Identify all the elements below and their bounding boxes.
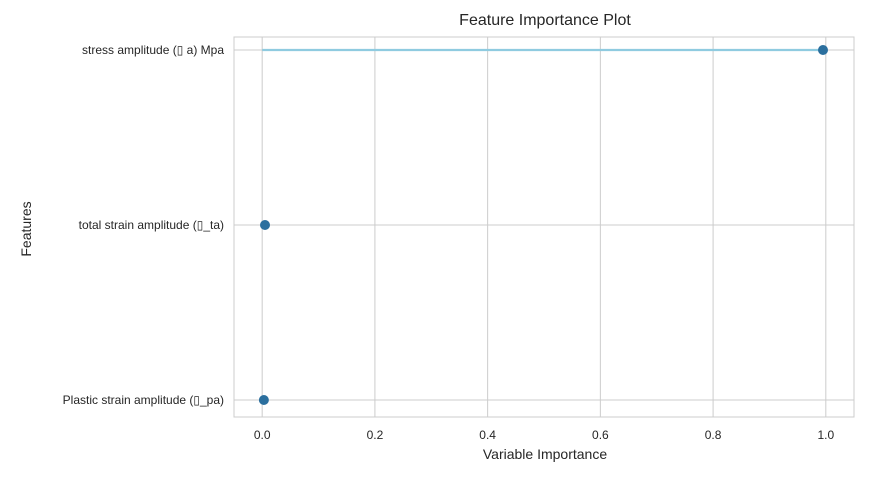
- y-tick-label: total strain amplitude (▯_ta): [79, 218, 224, 232]
- x-tick-label: 0.4: [479, 428, 496, 442]
- y-axis-label: Features: [18, 201, 34, 256]
- importance-point: [818, 45, 828, 55]
- x-tick-labels: 0.0 0.2 0.4 0.6 0.8 1.0: [254, 428, 835, 442]
- y-tick-label: Plastic strain amplitude (▯_pa): [63, 393, 224, 407]
- x-tick-label: 0.6: [592, 428, 609, 442]
- importance-point: [258, 395, 269, 405]
- grid-lines: [234, 37, 854, 417]
- chart-title: Feature Importance Plot: [459, 12, 631, 29]
- x-axis-label: Variable Importance: [483, 446, 607, 462]
- importance-point: [260, 220, 270, 230]
- plot-frame: [233, 36, 855, 418]
- y-tick-labels: stress amplitude (▯ a) Mpa total strain a…: [63, 43, 225, 407]
- x-tick-label: 1.0: [817, 428, 834, 442]
- x-tick-label: 0.8: [705, 428, 722, 442]
- importance-points: [258, 45, 828, 405]
- y-tick-label: stress amplitude (▯ a) Mpa: [82, 43, 224, 57]
- x-tick-label: 0.2: [367, 428, 384, 442]
- x-tick-label: 0.0: [254, 428, 271, 442]
